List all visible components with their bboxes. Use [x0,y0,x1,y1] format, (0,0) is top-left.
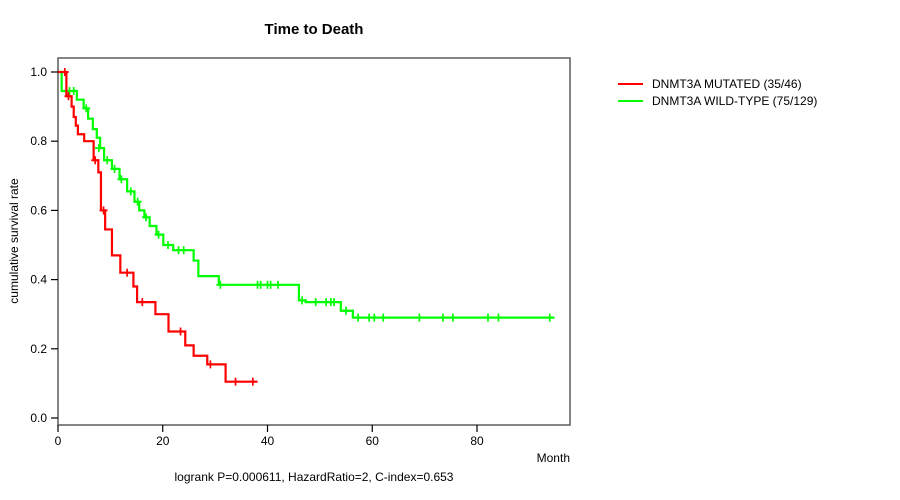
y-tick-label: 0.2 [30,342,47,356]
y-tick-label: 0.4 [30,273,47,287]
y-tick-label: 0.0 [30,411,47,425]
legend-label-wildtype: DNMT3A WILD-TYPE (75/129) [652,93,818,108]
legend-label-mutated: DNMT3A MUTATED (35/46) [652,76,802,91]
legend-item-wildtype: DNMT3A WILD-TYPE (75/129) [618,93,818,108]
legend: DNMT3A MUTATED (35/46) DNMT3A WILD-TYPE … [618,76,818,108]
y-tick-label: 0.6 [30,203,47,217]
y-tick-label: 0.8 [30,134,47,148]
x-tick-label: 0 [55,434,62,448]
x-tick-label: 20 [156,434,170,448]
mutated-line-swatch [618,82,643,85]
x-tick-label: 40 [261,434,275,448]
legend-item-mutated: DNMT3A MUTATED (35/46) [618,76,817,91]
km-curve-mutated [58,70,258,383]
x-tick-label: 80 [470,434,484,448]
y-tick-label: 1.0 [30,65,47,79]
y-axis-title: cumulative survival rate [7,178,21,304]
wildtype-line-swatch [618,99,643,102]
plot-frame [57,57,571,426]
x-axis-title: Month [536,451,570,465]
chart-title: Time to Death [264,21,364,38]
x-tick-label: 60 [366,434,380,448]
stats-annotation: logrank P=0.000611, HazardRatio=2, C-ind… [174,470,454,484]
